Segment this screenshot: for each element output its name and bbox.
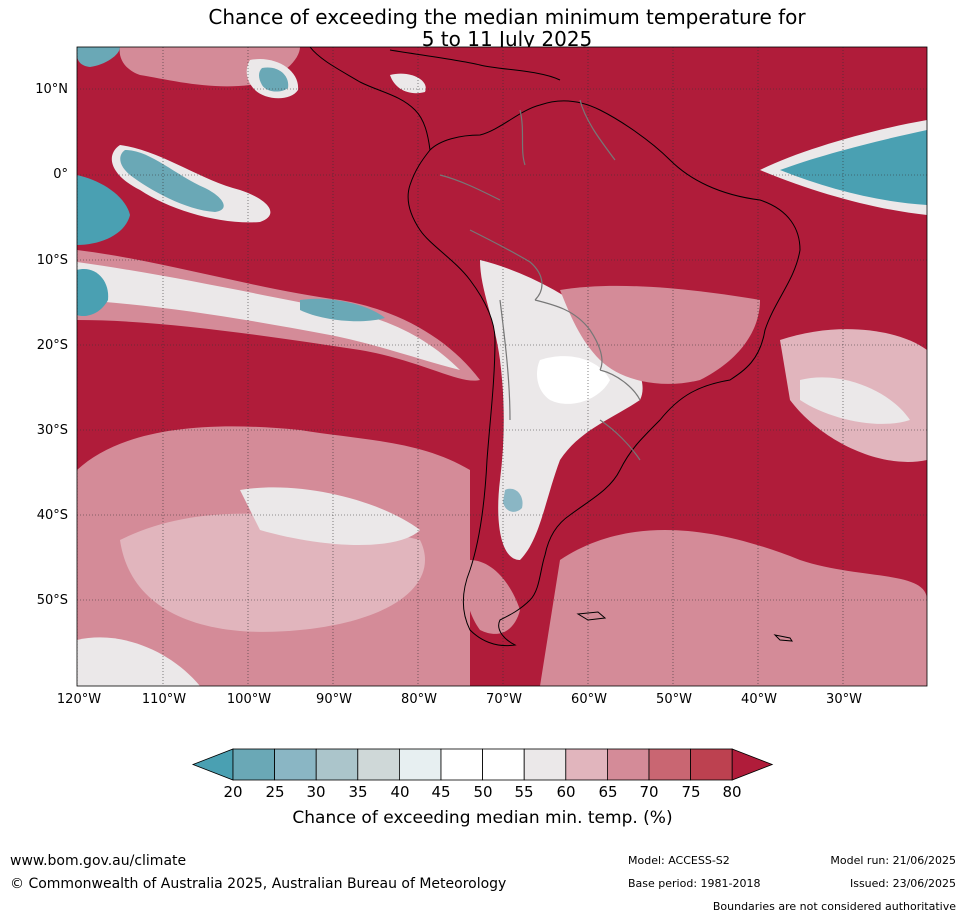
colorbar-segment: [398, 748, 442, 781]
lon-label-40w: 40°W: [741, 692, 777, 707]
south-america-coastline: [407, 100, 801, 647]
colorbar-segment: [482, 748, 525, 781]
argentina-blue-patch: [503, 488, 523, 512]
colorbar-segment: [357, 748, 400, 781]
lon-label-70w: 70°W: [486, 692, 522, 707]
colorbar-segment: [274, 748, 317, 781]
colorbar-tick: 80: [722, 783, 742, 801]
coastline: [309, 47, 801, 647]
map-title-line1: Chance of exceeding the median minimum t…: [208, 5, 806, 29]
lon-label-120w: 120°W: [56, 692, 102, 707]
disclaimer-text: Boundaries are not considered authoritat…: [712, 900, 956, 913]
lat-label-50s: 50°S: [36, 593, 68, 608]
website-link[interactable]: www.bom.gov.au/climate: [10, 853, 187, 869]
issued-text: Issued: 23/06/2025: [849, 877, 956, 890]
colorbar-tick: 25: [265, 783, 285, 801]
colorbar-tick: 20: [223, 783, 243, 801]
colorbar-tick: 40: [390, 783, 410, 801]
lon-label-110w: 110°W: [141, 692, 187, 707]
pacific-blue-patch-west: [77, 269, 109, 317]
lat-label-equator: 0°: [53, 167, 68, 182]
colorbar-label: Chance of exceeding median min. temp. (%…: [292, 808, 673, 828]
south-atlantic-white-patch: [800, 377, 910, 424]
colorbar-segment: [523, 748, 567, 781]
colorbar-segment: [690, 748, 733, 781]
colorbar-segment: [232, 748, 275, 781]
colorbar-tick: 65: [598, 783, 618, 801]
colorbar-arrow-low: [191, 748, 234, 781]
lat-label-40s: 40°S: [36, 508, 68, 523]
model-text: Model: ACCESS-S2: [628, 854, 730, 867]
colorbar-segment: [565, 748, 608, 781]
lon-label-60w: 60°W: [571, 692, 607, 707]
pacific-white-band: [77, 262, 460, 370]
caribbean-coastline: [389, 49, 561, 81]
colorbar-tick: 75: [681, 783, 701, 801]
colorbar-segment: [315, 748, 359, 781]
lat-label-10s: 10°S: [36, 253, 68, 268]
map-frame: [76, 46, 928, 687]
south-georgia: [773, 634, 793, 642]
colorbar-tick: 60: [556, 783, 576, 801]
colorbar-tick: 50: [473, 783, 493, 801]
colorbar-tick: 55: [514, 783, 534, 801]
colorbar-segment: [607, 748, 650, 781]
atlantic-blue-tongue: [780, 130, 927, 205]
pacific-blue-west: [77, 175, 130, 245]
caribbean-white: [390, 73, 426, 94]
lon-label-80w: 80°W: [401, 692, 437, 707]
brazil-pink-region: [560, 285, 760, 384]
northwest-blue: [77, 47, 120, 67]
lat-label-10n: 10°N: [35, 82, 68, 97]
map-title-line2: 5 to 11 July 2025: [421, 27, 593, 51]
patagonia-pink: [465, 560, 520, 634]
south-atlantic-pink-region: [540, 530, 927, 686]
north-blue-patch: [259, 67, 289, 92]
central-white: [537, 356, 610, 404]
colorbar-tick: 45: [431, 783, 451, 801]
pacific-blue-patch-mid: [300, 298, 385, 322]
country-boundaries: [439, 99, 641, 461]
lon-label-30w: 30°W: [826, 692, 862, 707]
base-period-text: Base period: 1981-2018: [628, 877, 761, 890]
colorbar-segment: [440, 748, 483, 781]
falklands: [576, 611, 607, 621]
lon-label-90w: 90°W: [316, 692, 352, 707]
colorbar-tick: 35: [348, 783, 368, 801]
colorbar-tick: 30: [306, 783, 326, 801]
lon-label-100w: 100°W: [226, 692, 272, 707]
lat-label-30s: 30°S: [36, 423, 68, 438]
copyright-text: © Commonwealth of Australia 2025, Austra…: [10, 876, 507, 892]
graticule: [77, 47, 927, 686]
colorbar-arrow-high: [731, 748, 774, 781]
colorbar-tick: 70: [639, 783, 659, 801]
lon-label-50w: 50°W: [656, 692, 692, 707]
lat-label-20s: 20°S: [36, 338, 68, 353]
central-america-coastline: [309, 47, 431, 151]
colorbar-segment: [648, 748, 691, 781]
southwest-corner-white: [77, 637, 200, 686]
model-run-text: Model run: 21/06/2025: [830, 854, 956, 867]
south-pacific-white-patch: [240, 487, 420, 545]
pacific-blue-cloud: [120, 150, 224, 212]
